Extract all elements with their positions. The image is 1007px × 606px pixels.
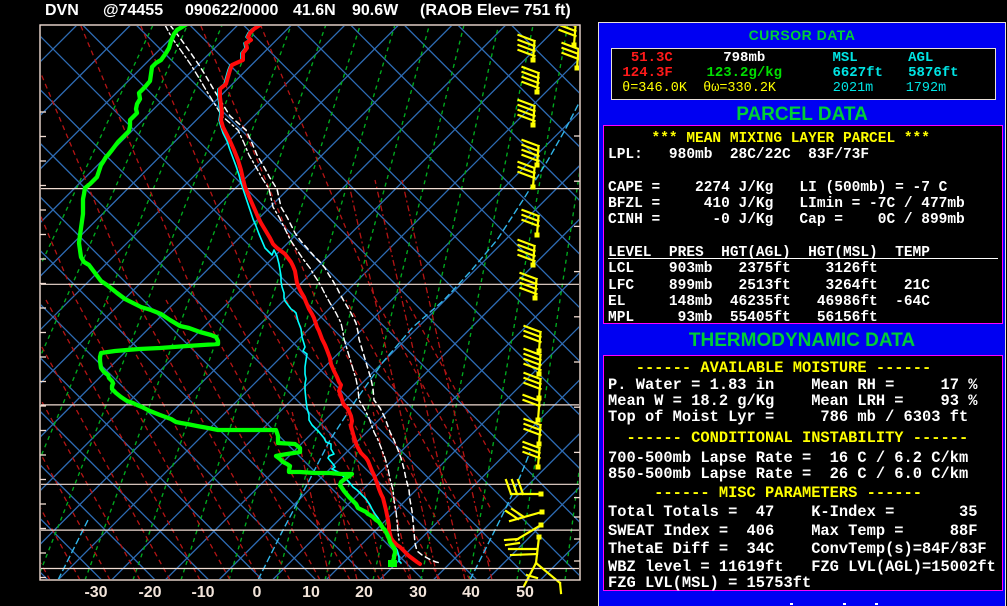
svg-text:-20: -20: [138, 584, 161, 601]
svg-text:-30: -30: [84, 584, 107, 601]
svg-text:50: 50: [516, 584, 534, 601]
svg-text:10: 10: [302, 584, 320, 601]
svg-text:20: 20: [355, 584, 373, 601]
svg-text:40: 40: [462, 584, 480, 601]
svg-text:0: 0: [253, 584, 262, 601]
svg-text:-10: -10: [191, 584, 214, 601]
svg-text:30: 30: [409, 584, 427, 601]
